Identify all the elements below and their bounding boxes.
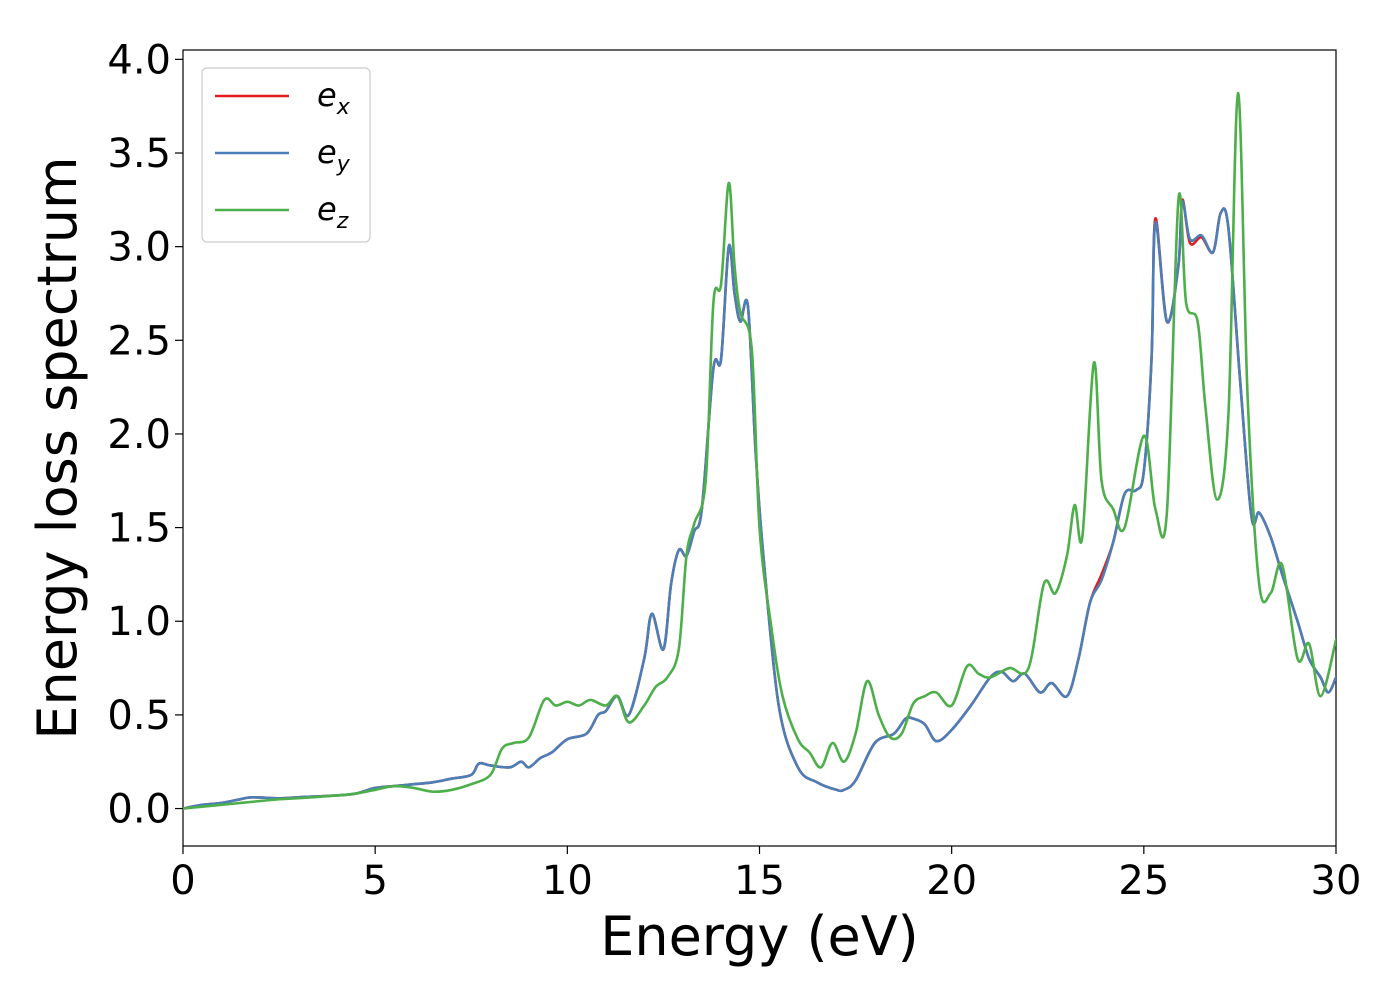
legend-label-base: e (317, 190, 337, 228)
y-tick-label: 3.0 (107, 225, 171, 271)
plot-area (182, 49, 1337, 847)
legend-label-y: ey (317, 133, 351, 177)
series-layer (183, 91, 1336, 810)
legend-label-x: ex (317, 76, 351, 120)
x-tick-label: 10 (542, 858, 593, 904)
x-axis: 0 5 10 15 20 25 30 (170, 846, 1361, 904)
legend-label-base: e (317, 76, 337, 114)
y-tick-label: 1.5 (107, 506, 171, 552)
y-tick-label: 1.0 (107, 599, 171, 645)
legend-label-base: e (317, 133, 337, 171)
legend-label-z: ez (317, 190, 349, 234)
legend-box (201, 67, 371, 243)
x-tick-label: 25 (1118, 858, 1169, 904)
x-tick-label: 5 (362, 858, 387, 904)
legend-label-subscript: y (336, 152, 351, 177)
legend-label-subscript: z (336, 209, 349, 234)
y-tick-label: 0.0 (107, 787, 171, 833)
y-axis-label: Energy loss spectrum (26, 156, 89, 739)
legend-label-subscript: x (336, 95, 351, 120)
series-line-z (183, 91, 1336, 810)
x-tick-label: 30 (1311, 858, 1362, 904)
x-axis-label: Energy (eV) (600, 905, 919, 968)
x-tick-label: 0 (170, 858, 195, 904)
y-tick-label: 2.0 (107, 412, 171, 458)
x-tick-label: 15 (734, 858, 785, 904)
series-line-y (183, 200, 1336, 810)
y-tick-label: 2.5 (107, 318, 171, 364)
y-tick-label: 4.0 (107, 37, 171, 83)
x-tick-label: 20 (926, 858, 977, 904)
y-axis: 0.0 0.5 1.0 1.5 2.0 2.5 3.0 3.5 4.0 (107, 37, 183, 833)
y-tick-label: 3.5 (107, 131, 171, 177)
y-tick-label: 0.5 (107, 693, 171, 739)
